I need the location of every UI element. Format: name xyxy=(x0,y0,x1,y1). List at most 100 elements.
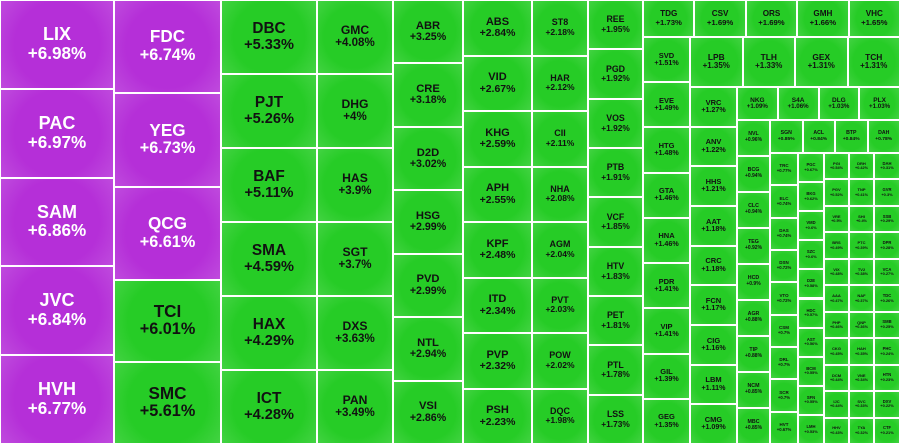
stock-tile[interactable]: TIP +0.88% xyxy=(737,336,770,372)
stock-tile[interactable]: DLG +1.03% xyxy=(818,87,860,120)
stock-tile[interactable]: DQC +1.98% xyxy=(532,388,588,444)
stock-tile[interactable]: CRC +1.18% xyxy=(690,245,737,286)
stock-tile[interactable]: TYA +0.32% xyxy=(849,417,874,444)
stock-tile[interactable]: YEG +6.73% xyxy=(114,93,221,187)
stock-tile[interactable]: VNE +0.34% xyxy=(849,364,874,392)
stock-tile[interactable]: ANV +1.22% xyxy=(690,126,737,167)
stock-tile[interactable]: BRS +0.49% xyxy=(824,232,849,259)
stock-tile[interactable]: SHI +0.4% xyxy=(849,205,874,233)
stock-tile[interactable]: D2D +3.02% xyxy=(393,126,463,191)
stock-tile[interactable]: TCI +6.01% xyxy=(114,280,221,362)
stock-tile[interactable]: HTG +1.48% xyxy=(643,127,690,173)
stock-tile[interactable]: DAH +0.78% xyxy=(867,120,900,153)
stock-tile[interactable]: IJC +0.44% xyxy=(824,391,849,418)
stock-tile[interactable]: LPB +1.35% xyxy=(690,37,743,87)
stock-tile[interactable]: VIX +0.48% xyxy=(824,258,849,286)
stock-tile[interactable]: HTV +1.83% xyxy=(588,246,643,296)
stock-tile[interactable]: PVT +2.03% xyxy=(532,277,588,333)
stock-tile[interactable]: LBM +1.11% xyxy=(690,364,737,405)
stock-tile[interactable]: SFN +0.55% xyxy=(798,385,824,415)
stock-tile[interactable]: APH +2.55% xyxy=(463,166,532,222)
stock-tile[interactable]: BCM +0.55% xyxy=(798,356,824,386)
stock-tile[interactable]: CII +2.11% xyxy=(532,111,588,167)
stock-tile[interactable]: SVC +0.33% xyxy=(849,391,874,418)
stock-tile[interactable]: DSN +0.72% xyxy=(770,250,798,283)
stock-tile[interactable]: NVL +0.96% xyxy=(737,120,770,156)
stock-tile[interactable]: PJT +5.26% xyxy=(221,74,317,148)
stock-tile[interactable]: TRC +0.77% xyxy=(770,153,798,186)
stock-tile[interactable]: HDC +0.57% xyxy=(798,298,824,328)
stock-tile[interactable]: DXS +3.63% xyxy=(317,296,393,370)
stock-tile[interactable]: HAS +3.9% xyxy=(317,148,393,222)
stock-tile[interactable]: ORS +1.69% xyxy=(745,0,798,37)
stock-tile[interactable]: NAF +0.37% xyxy=(849,285,874,312)
stock-tile[interactable]: ABR +3.25% xyxy=(393,0,463,64)
stock-tile[interactable]: CSV +1.69% xyxy=(694,0,746,37)
stock-tile[interactable]: CMG +1.09% xyxy=(690,404,737,444)
stock-tile[interactable]: VMD +0.6% xyxy=(798,211,824,241)
stock-tile[interactable]: CSM +0.7% xyxy=(770,314,798,347)
stock-tile[interactable]: HVH +6.77% xyxy=(0,355,114,444)
stock-tile[interactable]: HNA +1.46% xyxy=(643,217,690,264)
stock-tile[interactable]: BTP +0.84% xyxy=(835,120,868,153)
stock-tile[interactable]: DAS +0.74% xyxy=(770,217,798,250)
stock-tile[interactable]: VCF +1.85% xyxy=(588,197,643,247)
stock-tile[interactable]: AST +0.56% xyxy=(798,327,824,357)
stock-tile[interactable]: CLC +0.94% xyxy=(737,192,770,228)
stock-tile[interactable]: CTF +0.21% xyxy=(874,417,900,444)
stock-tile[interactable]: LMH +0.53% xyxy=(798,414,824,444)
stock-tile[interactable]: PGC +0.67% xyxy=(798,153,824,183)
stock-tile[interactable]: PTB +1.91% xyxy=(588,148,643,198)
stock-tile[interactable]: VSI +2.86% xyxy=(393,380,463,444)
stock-tile[interactable]: TEG +0.92% xyxy=(737,228,770,264)
stock-tile[interactable]: D2E +0.58% xyxy=(798,269,824,299)
stock-tile[interactable]: PGI +0.54% xyxy=(824,153,849,180)
stock-tile[interactable]: PAN +3.49% xyxy=(317,370,393,444)
stock-tile[interactable]: PGV +0.52% xyxy=(824,179,849,206)
stock-tile[interactable]: AGM +2.04% xyxy=(532,222,588,278)
stock-tile[interactable]: BKG +0.62% xyxy=(798,182,824,212)
stock-tile[interactable]: PDR +1.41% xyxy=(643,263,690,309)
stock-tile[interactable]: CRE +3.18% xyxy=(393,63,463,127)
stock-tile[interactable]: DAH +0.31% xyxy=(874,153,900,180)
stock-tile[interactable]: VRC +1.27% xyxy=(690,87,737,127)
stock-tile[interactable]: HHS +1.21% xyxy=(690,166,737,206)
stock-tile[interactable]: HHV +0.43% xyxy=(824,417,849,444)
stock-tile[interactable]: TCH +1.31% xyxy=(847,37,900,87)
stock-tile[interactable]: QNP +0.36% xyxy=(849,311,874,339)
stock-tile[interactable]: PTC +0.39% xyxy=(849,232,874,259)
stock-tile[interactable]: HCD +0.9% xyxy=(737,264,770,300)
stock-tile[interactable]: NHA +2.08% xyxy=(532,166,588,222)
stock-tile[interactable]: SGT +3.7% xyxy=(317,222,393,296)
stock-tile[interactable]: DXV +0.22% xyxy=(874,391,900,418)
stock-tile[interactable]: NKG +1.09% xyxy=(737,87,778,120)
stock-tile[interactable]: SAM +6.86% xyxy=(0,177,114,267)
stock-tile[interactable]: PVP +2.32% xyxy=(463,333,532,389)
stock-tile[interactable]: TDC +0.26% xyxy=(874,285,900,312)
stock-tile[interactable]: BAF +5.11% xyxy=(221,148,317,222)
stock-tile[interactable]: LSS +1.73% xyxy=(588,394,643,444)
stock-tile[interactable]: AAT +1.18% xyxy=(690,206,737,246)
stock-tile[interactable]: VCA +0.27% xyxy=(874,258,900,286)
stock-tile[interactable]: FCN +1.17% xyxy=(690,285,737,325)
stock-tile[interactable]: REE +1.95% xyxy=(588,0,643,50)
stock-tile[interactable]: LIX +6.98% xyxy=(0,0,114,89)
stock-tile[interactable]: CKG +0.45% xyxy=(824,338,849,365)
stock-tile[interactable]: PGD +1.92% xyxy=(588,49,643,99)
stock-tile[interactable]: VRE +0.5% xyxy=(824,205,849,233)
stock-tile[interactable]: SCR +0.7% xyxy=(770,379,798,412)
stock-tile[interactable]: DRL +0.7% xyxy=(770,347,798,380)
stock-tile[interactable]: HSG +2.99% xyxy=(393,190,463,254)
stock-tile[interactable]: GEG +1.35% xyxy=(643,398,690,444)
stock-tile[interactable]: GMH +1.66% xyxy=(797,0,849,37)
stock-tile[interactable]: NTL +2.94% xyxy=(393,317,463,381)
stock-tile[interactable]: HTN +0.23% xyxy=(874,364,900,392)
stock-tile[interactable]: ICT +4.28% xyxy=(221,370,317,444)
stock-tile[interactable]: SMC +5.61% xyxy=(114,362,221,444)
stock-tile[interactable]: DHG +4% xyxy=(317,74,393,148)
stock-tile[interactable]: VIP +1.41% xyxy=(643,308,690,354)
stock-tile[interactable]: DCM +0.44% xyxy=(824,364,849,392)
stock-tile[interactable]: SGN +0.85% xyxy=(770,120,803,153)
stock-tile[interactable]: HAR +2.12% xyxy=(532,55,588,111)
stock-tile[interactable]: AGR +0.88% xyxy=(737,300,770,336)
